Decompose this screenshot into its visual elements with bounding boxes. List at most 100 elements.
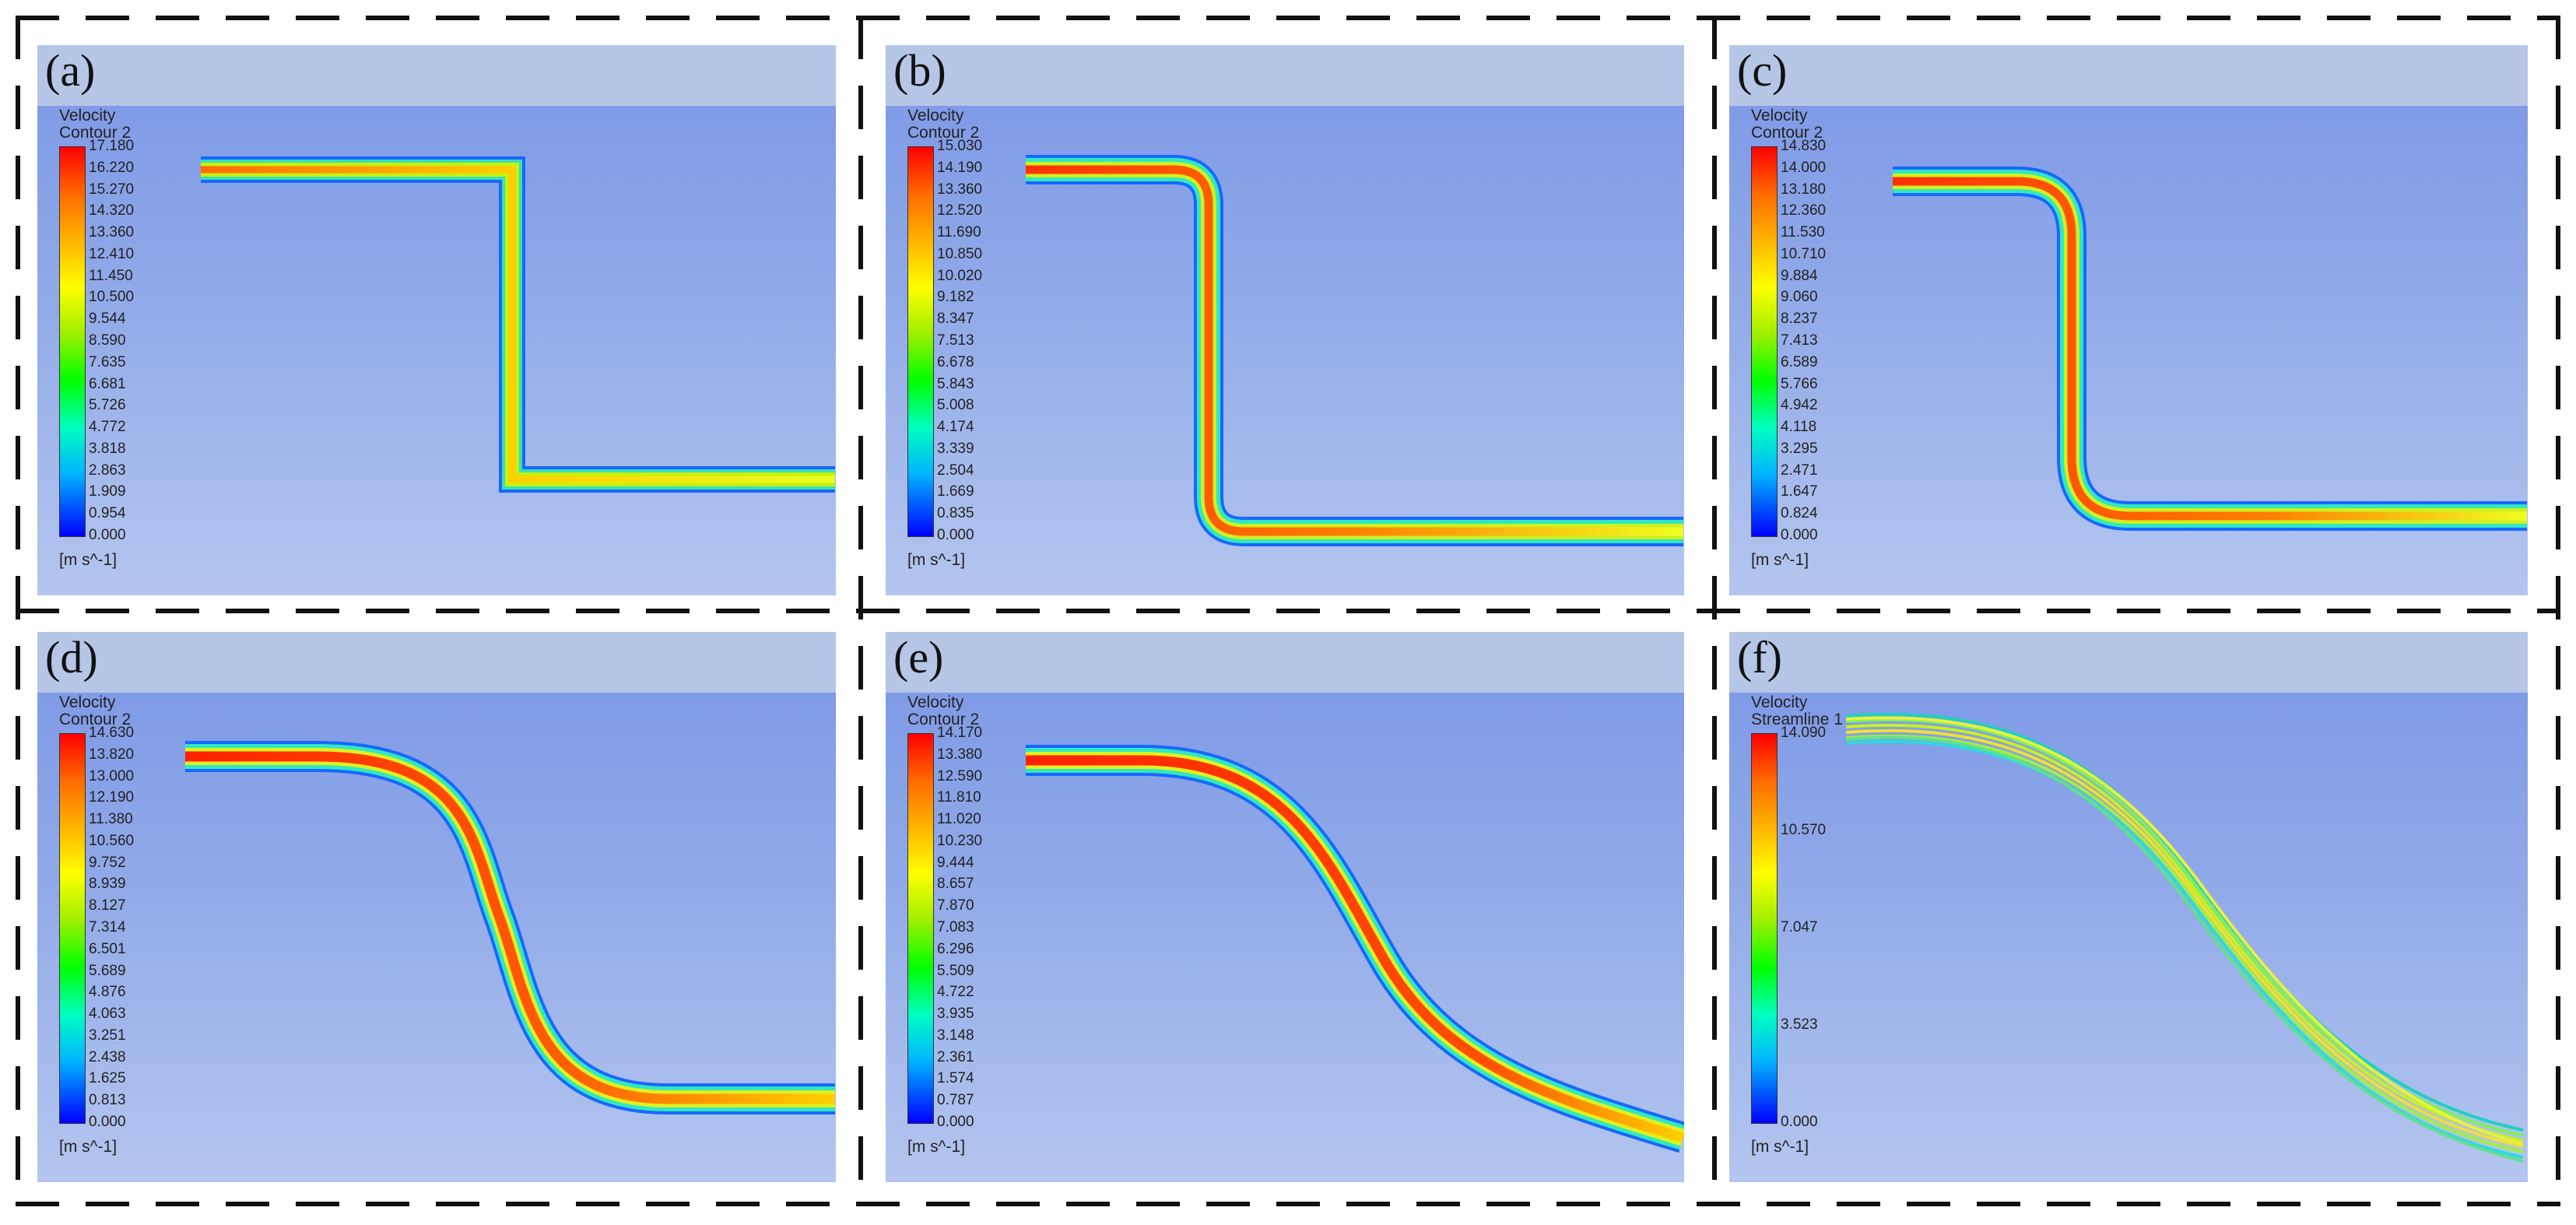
legend-title: Velocity Streamline 1 — [1751, 694, 1843, 728]
legend-title-line1: Velocity — [59, 107, 116, 125]
color-bar-tick: 4.722 — [937, 984, 974, 1001]
color-bar — [59, 146, 86, 537]
color-bar-tick: 0.787 — [937, 1092, 974, 1109]
color-bar-tick: 14.320 — [89, 202, 135, 219]
frame-divider-1 — [858, 16, 863, 1206]
frame-top — [16, 16, 2560, 20]
units-label: [m s^-1] — [1751, 551, 1809, 569]
units-label: [m s^-1] — [907, 1138, 966, 1156]
color-bar-tick: 4.876 — [89, 984, 126, 1001]
legend-title-line2: Contour 2 — [907, 124, 980, 142]
color-bar-tick: 6.589 — [1781, 353, 1818, 370]
color-bar-tick: 3.818 — [89, 440, 126, 457]
pipe-core-flow — [201, 166, 835, 483]
color-bar-tick: 11.530 — [1781, 224, 1825, 241]
color-bar-tick: 0.000 — [1781, 527, 1818, 543]
color-bar-tick: 3.339 — [937, 440, 974, 457]
color-bar-tick: 6.681 — [89, 375, 126, 392]
color-bar-tick: 11.020 — [937, 811, 981, 828]
legend-title-line1: Velocity — [907, 693, 964, 711]
color-bar-tick: 13.380 — [937, 746, 983, 763]
color-bar-tick: 0.824 — [1781, 505, 1818, 522]
color-bar-tick: 8.939 — [89, 876, 126, 893]
velocity-streamline-f — [1845, 712, 2524, 1163]
color-bar-tick: 13.180 — [1781, 181, 1827, 198]
color-bar-tick: 2.863 — [89, 462, 126, 479]
color-bar-tick: 0.813 — [89, 1092, 126, 1109]
velocity-contour-c — [1893, 167, 2527, 531]
color-bar-tick: 0.954 — [89, 505, 126, 522]
color-bar-tick: 13.360 — [89, 224, 135, 241]
frame-bottom — [16, 1202, 2560, 1206]
velocity-contour-e — [1026, 745, 1684, 1153]
color-bar-tick: 10.710 — [1781, 245, 1827, 262]
color-bar-tick: 11.690 — [937, 224, 981, 241]
color-bar-tick: 9.752 — [89, 854, 126, 871]
color-bar-tick: 4.118 — [1781, 419, 1817, 436]
color-bar-tick: 14.090 — [1781, 725, 1827, 741]
legend-title-line1: Velocity — [907, 107, 964, 125]
color-bar-tick: 5.726 — [89, 397, 126, 414]
color-bar-tick: 7.513 — [937, 332, 974, 349]
pipe-mid-layer — [201, 163, 835, 486]
color-bar-tick: 9.884 — [1781, 267, 1818, 284]
velocity-contour-a — [201, 156, 835, 493]
color-bar-tick: 9.444 — [937, 854, 974, 871]
color-bar-tick: 10.560 — [89, 832, 135, 849]
color-bar-tick: 0.000 — [89, 1114, 126, 1130]
legend-title: Velocity Contour 2 — [1751, 107, 1823, 142]
color-bar-tick: 16.220 — [89, 159, 135, 176]
color-bar-tick: 7.870 — [937, 897, 974, 914]
legend-title-line2: Streamline 1 — [1751, 711, 1843, 728]
color-bar-tick: 10.850 — [937, 245, 983, 262]
color-bar-tick: 9.182 — [937, 289, 974, 306]
color-bar — [907, 146, 934, 537]
color-bar-tick: 0.000 — [89, 527, 126, 543]
color-bar-tick: 5.509 — [937, 962, 974, 979]
color-bar-tick: 1.647 — [1781, 483, 1818, 500]
color-bar-tick: 4.174 — [937, 419, 974, 436]
color-bar-tick: 6.501 — [89, 940, 126, 957]
color-bar-tick: 15.270 — [89, 181, 135, 198]
color-bar-tick: 0.000 — [1781, 1114, 1818, 1130]
color-bar-tick: 7.635 — [89, 353, 126, 370]
legend-title-line2: Contour 2 — [907, 711, 980, 728]
color-bar-tick: 8.347 — [937, 311, 974, 328]
panel-header-band — [37, 632, 836, 693]
color-bar-tick: 6.678 — [937, 353, 974, 370]
color-bar-tick: 4.772 — [89, 419, 126, 436]
color-bar-tick: 12.520 — [937, 202, 983, 219]
color-bar-tick: 3.935 — [937, 1006, 974, 1023]
color-bar-tick: 9.544 — [89, 311, 126, 328]
color-bar-tick: 8.237 — [1781, 311, 1818, 328]
color-bar-tick: 7.047 — [1781, 919, 1818, 935]
color-bar-tick: 3.295 — [1781, 440, 1818, 457]
streamlines — [1845, 712, 2524, 1163]
panel-a: (a) Velocity Contour 2 [m s^-1] 17.180 16… — [37, 45, 836, 595]
color-bar — [59, 733, 86, 1124]
color-bar-tick: 11.810 — [937, 789, 981, 806]
color-bar-tick: 10.020 — [937, 267, 983, 284]
frame-divider-2 — [1712, 16, 1717, 1206]
units-label: [m s^-1] — [907, 551, 966, 569]
color-bar-tick: 14.000 — [1781, 159, 1827, 176]
legend-title: Velocity Contour 2 — [907, 694, 979, 728]
legend-title-line2: Contour 2 — [59, 711, 132, 728]
units-label: [m s^-1] — [59, 1138, 118, 1156]
color-bar-tick: 10.500 — [89, 289, 135, 306]
panel-label: (a) — [45, 45, 96, 96]
panel-header-band — [1729, 45, 2528, 106]
color-bar-tick: 12.590 — [937, 767, 983, 784]
color-bar-tick: 11.450 — [89, 267, 133, 284]
color-bar-tick: 10.230 — [937, 832, 983, 849]
color-bar-tick: 5.008 — [937, 397, 974, 414]
color-bar-tick: 1.909 — [89, 483, 126, 500]
color-bar-tick: 2.361 — [937, 1048, 974, 1065]
color-bar-tick: 14.830 — [1781, 138, 1827, 154]
legend-title-line1: Velocity — [59, 693, 116, 711]
legend-title-line2: Contour 2 — [1751, 124, 1823, 142]
color-bar-tick: 2.504 — [937, 462, 974, 479]
color-bar — [1751, 733, 1778, 1124]
panel-label: (c) — [1737, 45, 1788, 96]
